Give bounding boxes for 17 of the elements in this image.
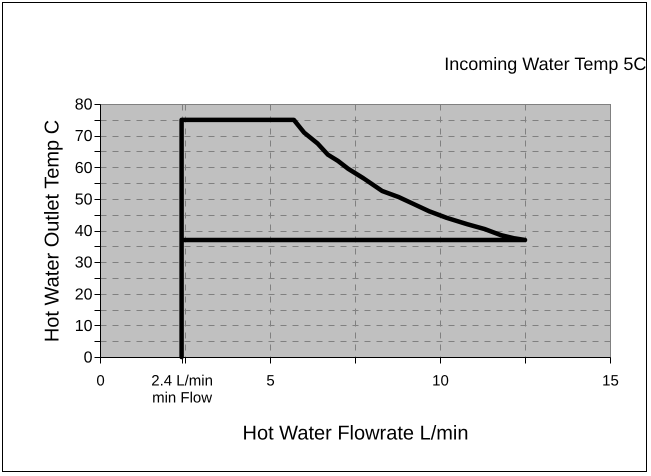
y-tick-label: 80 bbox=[74, 96, 93, 114]
y-tick-label: 10 bbox=[74, 318, 93, 335]
x-tick-label: 0 bbox=[96, 372, 105, 390]
y-tick-label: 60 bbox=[74, 160, 93, 177]
y-tick-label: 0 bbox=[84, 350, 93, 366]
x-tick-label: 5 bbox=[266, 372, 275, 390]
x-tick-label: 10 bbox=[432, 372, 449, 390]
x-tick-label: 15 bbox=[602, 372, 619, 390]
x-tick-label: 2.4 L/min min Flow bbox=[151, 372, 213, 406]
y-tick-label: 70 bbox=[74, 128, 93, 146]
y-tick-label: 40 bbox=[74, 223, 93, 240]
y-axis-title: Hot Water Outlet Temp C bbox=[42, 120, 64, 342]
y-tick-label: 30 bbox=[74, 254, 93, 272]
y-tick-label: 20 bbox=[74, 286, 93, 304]
x-axis-title: Hot Water Flowrate L/min bbox=[242, 422, 468, 444]
chart-title: Incoming Water Temp 5C bbox=[444, 54, 646, 74]
y-tick-label: 50 bbox=[74, 191, 93, 208]
